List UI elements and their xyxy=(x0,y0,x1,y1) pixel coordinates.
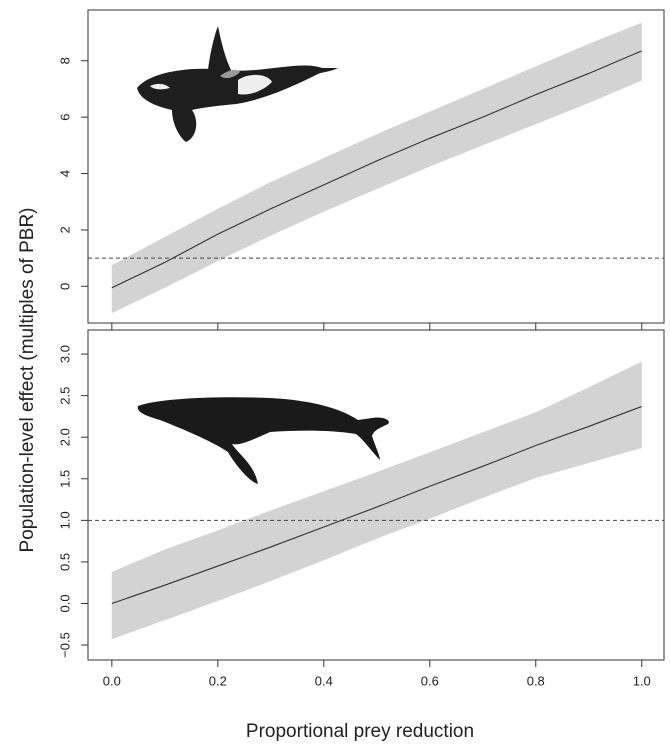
y-tick-label: 0 xyxy=(57,283,72,290)
y-tick-label: 2 xyxy=(57,226,72,233)
y-axis-label: Population-level effect (multiples of PB… xyxy=(17,208,38,553)
x-tick-label: 1.0 xyxy=(633,673,651,688)
y-tick-label: 4 xyxy=(57,170,72,177)
chart: Population-level effect (multiples of PB… xyxy=(0,0,670,744)
y-tick-label: 6 xyxy=(57,114,72,121)
x-tick-label: 0.4 xyxy=(315,673,333,688)
y-tick-label: 2.0 xyxy=(57,428,72,446)
x-tick-label: 0.0 xyxy=(103,673,121,688)
x-tick-label: 0.6 xyxy=(421,673,439,688)
y-tick-label: 2.5 xyxy=(57,387,72,405)
humpback-icon xyxy=(138,397,389,484)
y-tick-label: −0.5 xyxy=(57,632,72,658)
x-tick-label: 0.8 xyxy=(527,673,545,688)
x-axis-label: Proportional prey reduction xyxy=(246,721,474,742)
y-tick-label: 0.0 xyxy=(57,594,72,612)
y-tick-label: 0.5 xyxy=(57,553,72,571)
y-tick-label: 8 xyxy=(57,57,72,64)
confidence-band xyxy=(112,23,642,313)
y-tick-label: 1.0 xyxy=(57,511,72,529)
y-tick-label: 3.0 xyxy=(57,345,72,363)
page: Population-level effect (multiples of PB… xyxy=(0,0,670,749)
orca-icon xyxy=(137,26,338,142)
x-tick-label: 0.2 xyxy=(209,673,227,688)
y-tick-label: 1.5 xyxy=(57,470,72,488)
